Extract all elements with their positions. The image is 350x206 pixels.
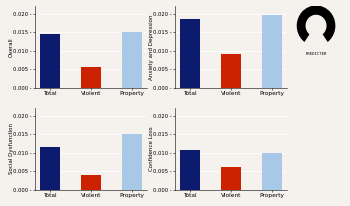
Bar — [221, 167, 241, 190]
Circle shape — [306, 15, 326, 36]
Text: PREDICTER: PREDICTER — [305, 52, 327, 56]
Bar — [81, 175, 101, 190]
Bar — [221, 54, 241, 88]
Circle shape — [298, 6, 335, 45]
Bar — [261, 15, 282, 88]
Bar — [180, 150, 201, 190]
Bar — [121, 134, 142, 190]
Bar — [180, 19, 201, 88]
Bar — [261, 152, 282, 190]
Bar — [40, 34, 61, 88]
Bar — [40, 147, 61, 190]
Y-axis label: Overall: Overall — [9, 37, 14, 57]
Bar — [81, 67, 101, 88]
Bar — [121, 32, 142, 88]
Y-axis label: Confidence Loss: Confidence Loss — [149, 126, 154, 171]
Wedge shape — [305, 26, 327, 46]
Y-axis label: Social Dysfunction: Social Dysfunction — [9, 123, 14, 174]
Y-axis label: Anxiety and Depression: Anxiety and Depression — [149, 14, 154, 80]
